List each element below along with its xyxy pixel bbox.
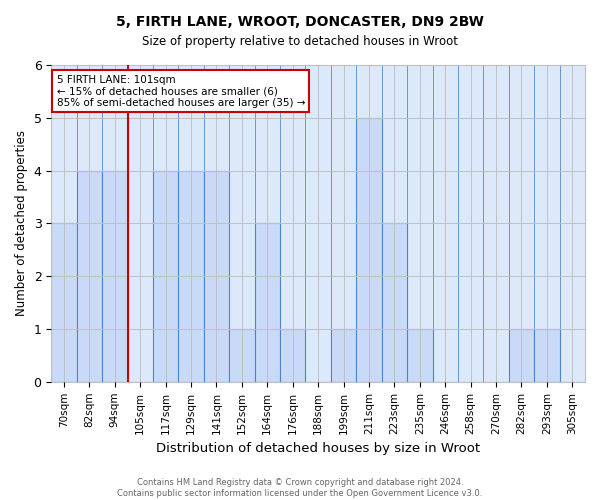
Y-axis label: Number of detached properties: Number of detached properties bbox=[15, 130, 28, 316]
X-axis label: Distribution of detached houses by size in Wroot: Distribution of detached houses by size … bbox=[156, 442, 480, 455]
Bar bbox=[51, 65, 77, 382]
Bar bbox=[484, 65, 509, 382]
Text: 5 FIRTH LANE: 101sqm
← 15% of detached houses are smaller (6)
85% of semi-detach: 5 FIRTH LANE: 101sqm ← 15% of detached h… bbox=[56, 74, 305, 108]
Bar bbox=[433, 65, 458, 382]
Bar bbox=[509, 65, 534, 382]
Bar bbox=[407, 65, 433, 382]
Bar bbox=[407, 329, 433, 382]
Bar bbox=[254, 65, 280, 382]
Bar bbox=[102, 65, 128, 382]
Bar bbox=[382, 65, 407, 382]
Bar bbox=[305, 65, 331, 382]
Bar bbox=[280, 329, 305, 382]
Bar bbox=[128, 65, 153, 382]
Bar bbox=[229, 329, 254, 382]
Bar bbox=[356, 118, 382, 382]
Bar bbox=[229, 65, 254, 382]
Bar bbox=[153, 65, 178, 382]
Bar bbox=[458, 65, 484, 382]
Bar bbox=[51, 224, 77, 382]
Text: Size of property relative to detached houses in Wroot: Size of property relative to detached ho… bbox=[142, 35, 458, 48]
Bar bbox=[280, 65, 305, 382]
Bar bbox=[178, 65, 204, 382]
Bar bbox=[102, 170, 128, 382]
Text: Contains HM Land Registry data © Crown copyright and database right 2024.
Contai: Contains HM Land Registry data © Crown c… bbox=[118, 478, 482, 498]
Bar bbox=[356, 65, 382, 382]
Bar bbox=[331, 65, 356, 382]
Bar bbox=[77, 65, 102, 382]
Bar bbox=[178, 170, 204, 382]
Bar bbox=[560, 65, 585, 382]
Bar bbox=[509, 329, 534, 382]
Bar bbox=[534, 329, 560, 382]
Bar bbox=[153, 170, 178, 382]
Bar bbox=[204, 65, 229, 382]
Bar bbox=[534, 65, 560, 382]
Bar bbox=[204, 170, 229, 382]
Bar bbox=[331, 329, 356, 382]
Bar bbox=[77, 170, 102, 382]
Bar bbox=[254, 224, 280, 382]
Text: 5, FIRTH LANE, WROOT, DONCASTER, DN9 2BW: 5, FIRTH LANE, WROOT, DONCASTER, DN9 2BW bbox=[116, 15, 484, 29]
Bar bbox=[382, 224, 407, 382]
